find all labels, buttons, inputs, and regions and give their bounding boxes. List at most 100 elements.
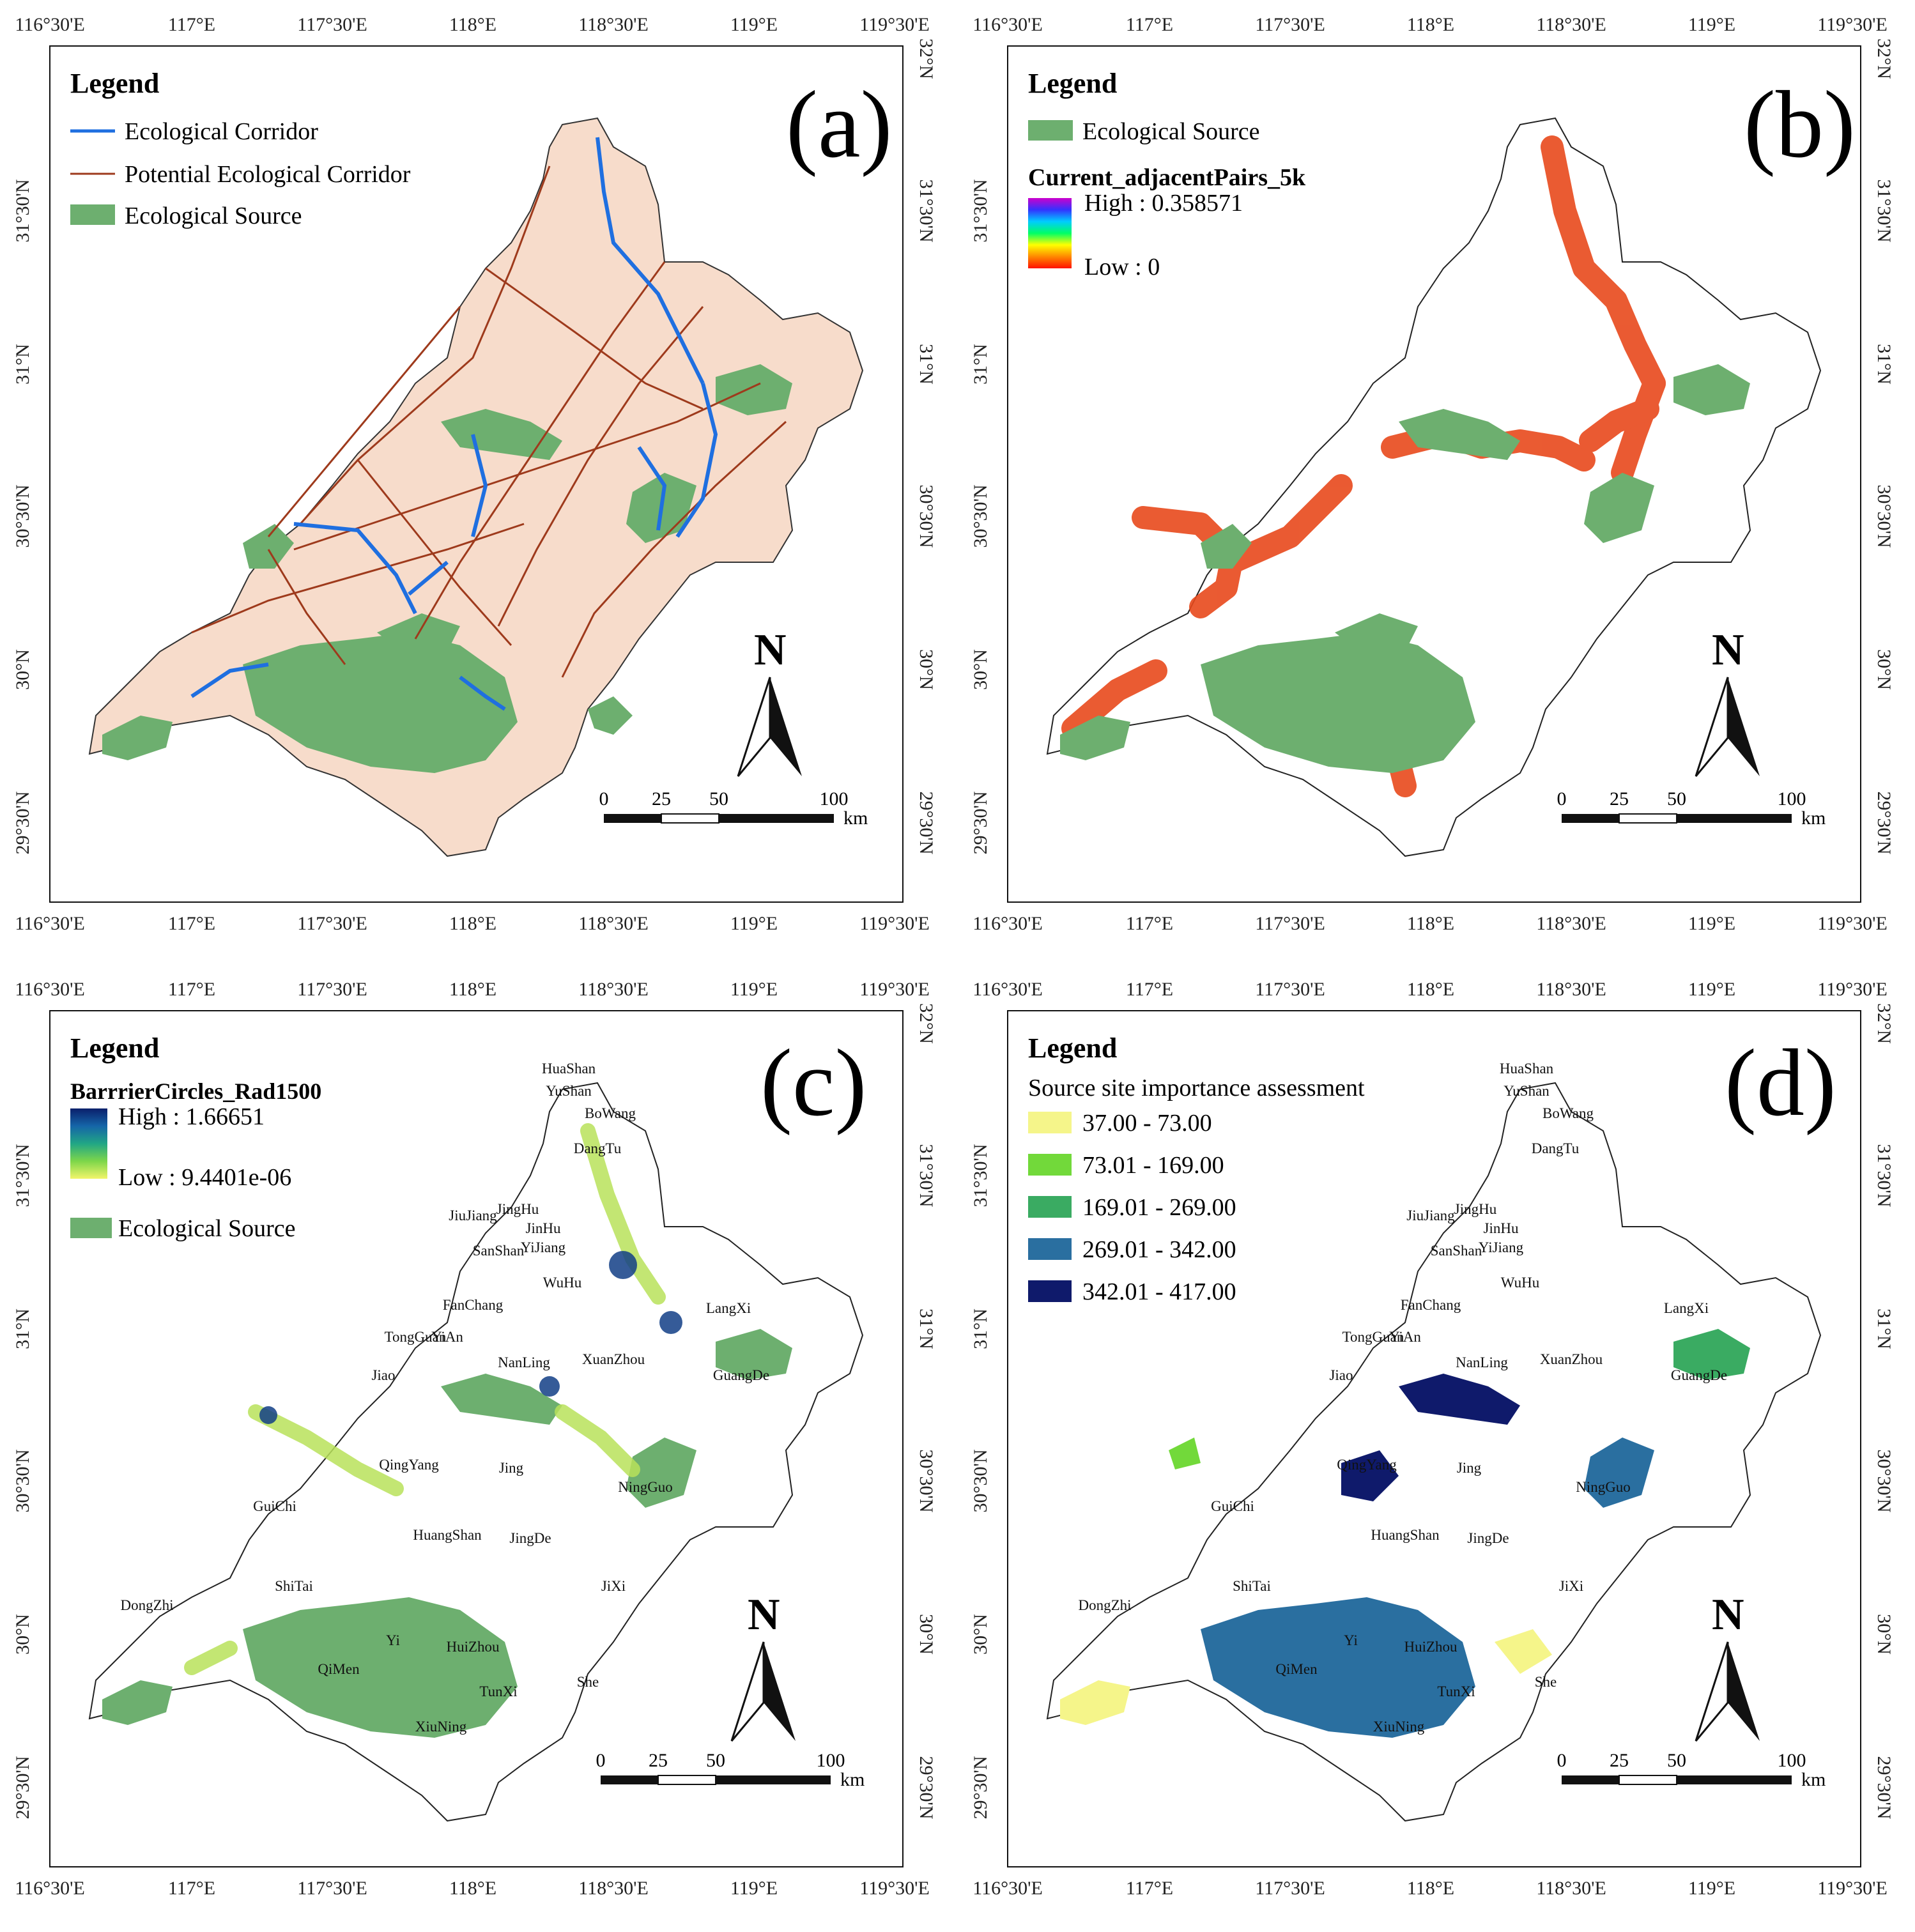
scale-segment [719,814,834,823]
tick-label-right: 32°N [916,1003,937,1044]
ecological-sources [1060,364,1750,773]
svg-text:N: N [748,1590,780,1639]
tick-label-top: 119°30'E [859,979,930,1000]
tick-label-bottom: 117°30'E [297,913,367,934]
tick-label-left: 29°30'N [970,1756,991,1819]
tick-label-right: 31°30'N [1873,179,1895,242]
tick-label-left: 30°N [970,649,991,690]
color-ramp [70,1108,107,1179]
scale-label: 100 [820,788,849,809]
coordinate-ticks: 116°30'E 117°E 117°30'E 118°E 118°30'E 119°E 1… [12,14,937,934]
tick-label-bottom: 118°30'E [578,913,649,934]
scale-label: 0 [1557,1750,1567,1771]
legend-title: Legend [1028,68,1117,99]
county-label: NanLing [1456,1354,1508,1370]
tick-label-right: 30°N [916,649,937,690]
source-class-4 [1584,1438,1654,1508]
tick-label-right: 29°30'N [916,791,937,854]
county-label: QingYang [379,1457,439,1473]
legend: Legend BarrrierCircles_Rad1500 High : 1.… [70,1032,321,1242]
county-label: GuiChi [1211,1498,1254,1514]
tick-label-right: 29°30'N [1873,791,1895,854]
svg-text:N: N [1712,1590,1744,1639]
tick-label-top: 118°E [449,979,496,1000]
county-label: LangXi [706,1300,751,1316]
tick-label-bottom: 119°30'E [859,913,930,934]
scale-segment [1677,814,1792,823]
county-label: TunXi [479,1683,517,1699]
scale-label: 25 [649,1750,668,1771]
tick-label-top: 119°E [1688,14,1735,35]
ramp-title: BarrrierCircles_Rad1500 [70,1078,321,1104]
legend: Legend Ecological Corridor Potential Eco… [70,68,411,229]
county-label: JingDe [1467,1530,1509,1546]
legend-swatch-class-5 [1028,1280,1072,1302]
tick-label-left: 29°30'N [12,791,33,854]
county-label: TongGuan [385,1329,447,1345]
county-label: Yi [1344,1632,1358,1648]
potential-corridors [191,165,787,678]
ecological-corridors [190,137,718,711]
county-label: NingGuo [618,1479,673,1495]
tick-label-top: 118°E [449,14,496,35]
county-label: YiJiang [521,1239,566,1255]
county-label: QiMen [318,1661,360,1677]
tick-label-bottom: 119°E [1688,913,1735,934]
tick-label-right: 30°N [1873,1614,1895,1655]
tick-label-right: 30°N [1873,649,1895,690]
legend-swatch-class-2 [1028,1154,1072,1176]
county-label: Jiao [1329,1367,1353,1383]
panel-c: 116°30'E 117°E 117°30'E 118°E 118°30'E 119°E 1… [0,965,957,1929]
scale-label: 25 [1610,788,1629,809]
ecological-sources [102,364,792,773]
tick-label-left: 31°30'N [970,1144,991,1207]
tick-label-right: 31°30'N [1873,1144,1895,1207]
county-label: LangXi [1664,1300,1709,1316]
tick-label-bottom: 117°E [168,913,215,934]
tick-label-top: 117°E [1126,14,1173,35]
scale-label: 25 [1610,1750,1629,1771]
tick-label-top: 118°30'E [1536,979,1606,1000]
north-arrow: N [737,625,802,777]
tick-label-top: 118°E [1407,14,1454,35]
county-label: HuaShan [1500,1061,1554,1077]
county-label: YiAn [431,1329,463,1345]
source-class-2 [1169,1438,1201,1469]
tick-label-right: 30°30'N [1873,1449,1895,1512]
tick-label-bottom: 118°30'E [1536,1878,1606,1899]
tick-label-bottom: 119°30'E [1817,913,1888,934]
tick-label-right: 30°30'N [916,1449,937,1512]
tick-label-bottom: 118°E [449,913,496,934]
scale-label: 0 [596,1750,606,1771]
legend-title: Legend [70,68,159,99]
scale-segment [661,813,719,824]
legend-item: 37.00 - 73.00 [1082,1110,1212,1137]
tick-label-top: 119°30'E [1817,14,1888,35]
tick-label-right: 30°30'N [916,484,937,548]
tick-label-bottom: 119°30'E [859,1878,930,1899]
county-label: XiuNing [1373,1719,1425,1735]
legend-swatch-class-1 [1028,1112,1072,1133]
legend-item: Ecological Source [1082,118,1260,145]
coordinate-ticks: 116°30'E 117°E 117°30'E 118°E 118°30'E 119°E 1… [970,14,1895,934]
tick-label-bottom: 118°E [449,1878,496,1899]
legend: Legend Ecological Source Current_adjacen… [1028,68,1306,280]
tick-label-bottom: 119°E [1688,1878,1735,1899]
legend-swatch-ecological-source [70,204,115,225]
panel-d: 116°30'E 117°E 117°30'E 118°E 118°30'E 119°E 1… [958,965,1915,1929]
county-label: YuShan [546,1083,592,1099]
barrier-circles [184,1123,666,1675]
tick-label-bottom: 117°30'E [297,1878,367,1899]
scale-label: 50 [706,1750,725,1771]
legend-swatch-class-4 [1028,1238,1072,1260]
tick-label-top: 116°30'E [15,979,85,1000]
tick-label-left: 29°30'N [970,791,991,854]
source-class-5 [1399,1374,1520,1425]
county-labels: HuaShan YuShan BoWang DangTu JiuJiang JingHu J… [120,1061,769,1735]
tick-label-left: 31°30'N [970,179,991,242]
scale-label: 100 [817,1750,845,1771]
panel-tag: (b) [1744,72,1856,178]
scale-label: 100 [1778,1750,1806,1771]
county-label: GuangDe [1671,1367,1727,1383]
